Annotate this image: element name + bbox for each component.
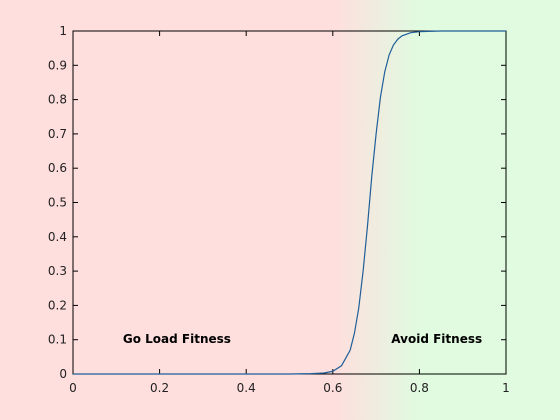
x-tick-label: 0.4 bbox=[237, 381, 256, 395]
y-tick-label: 0.7 bbox=[48, 127, 67, 141]
y-tick-label: 0.9 bbox=[48, 58, 67, 72]
annotations: Go Load Fitness Avoid Fitness bbox=[123, 332, 482, 346]
series-line bbox=[73, 30, 506, 375]
x-tick-label: 0 bbox=[69, 381, 77, 395]
y-tick-label: 0.6 bbox=[48, 161, 67, 175]
x-tick-label: 0.6 bbox=[323, 381, 342, 395]
y-tick-label: 0.1 bbox=[48, 333, 67, 347]
annotation-label: Go Load Fitness bbox=[123, 332, 231, 346]
series-layer bbox=[73, 30, 506, 375]
axes: 0 0.2 0.4 0.6 0.8 1 0 0.1 0.2 0.3 0.4 0.5 0.6 0.7 0.8 0… bbox=[48, 24, 510, 395]
x-tick-label: 0.2 bbox=[150, 381, 169, 395]
x-tick-label: 0.8 bbox=[410, 381, 429, 395]
y-tick-label: 0 bbox=[59, 367, 67, 381]
y-tick-label: 0.3 bbox=[48, 264, 67, 278]
y-tick-label: 1 bbox=[59, 24, 67, 38]
annotation-label: Avoid Fitness bbox=[391, 332, 482, 346]
y-tick-label: 0.2 bbox=[48, 298, 67, 312]
y-tick-label: 0.8 bbox=[48, 93, 67, 107]
y-tick-label: 0.5 bbox=[48, 196, 67, 210]
y-tick-label: 0.4 bbox=[48, 230, 67, 244]
x-tick-label: 1 bbox=[502, 381, 510, 395]
